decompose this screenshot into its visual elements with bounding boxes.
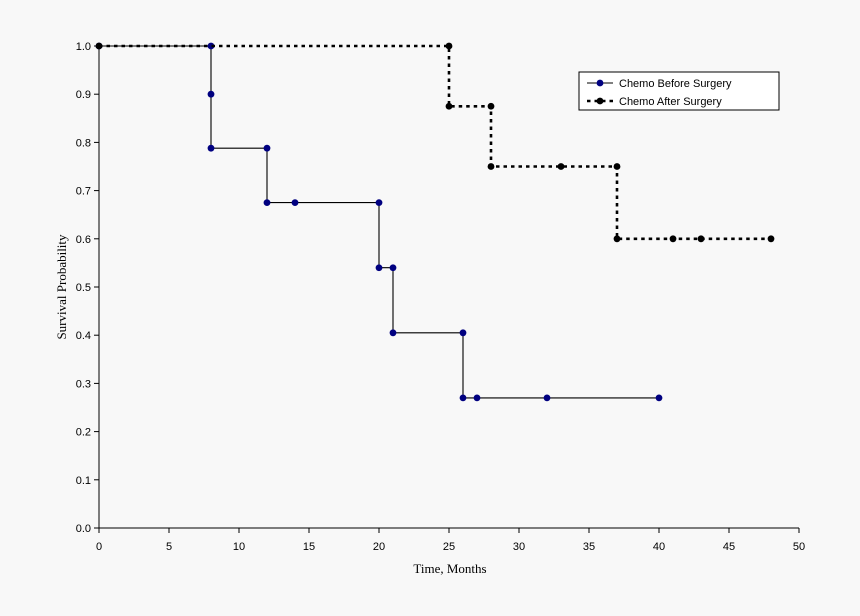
- data-point: [207, 42, 215, 50]
- data-point: [613, 235, 621, 243]
- data-point: [445, 42, 453, 50]
- data-point: [445, 102, 453, 110]
- data-point: [767, 235, 775, 243]
- x-tick-label: 40: [653, 541, 665, 553]
- y-tick-label: 0.8: [76, 137, 91, 149]
- data-point: [697, 235, 705, 243]
- data-point: [487, 163, 495, 170]
- x-axis-title: Time, Months: [413, 561, 486, 576]
- x-tick-label: 20: [373, 541, 385, 553]
- data-point: [263, 144, 271, 152]
- x-tick-label: 45: [723, 541, 735, 553]
- data-point: [375, 199, 383, 207]
- legend-label: Chemo Before Surgery: [619, 78, 732, 90]
- data-point: [459, 329, 467, 337]
- series-1: [95, 42, 663, 402]
- data-point: [263, 199, 271, 207]
- y-tick-label: 0.0: [76, 523, 91, 535]
- x-tick-label: 15: [303, 541, 315, 553]
- series-line: [99, 44, 771, 241]
- data-point: [669, 235, 677, 243]
- series-2: [95, 42, 775, 243]
- data-point: [487, 102, 495, 110]
- legend: Chemo Before Surgery Chemo After Surgery: [578, 71, 780, 111]
- series-layer: [95, 42, 775, 402]
- x-tick-label: 0: [96, 541, 102, 553]
- y-tick-label: 1.0: [76, 41, 91, 53]
- data-point: [613, 163, 621, 170]
- y-tick-label: 0.7: [76, 186, 91, 198]
- x-tick-label: 50: [793, 541, 805, 553]
- data-point: [375, 264, 383, 272]
- data-point: [389, 264, 397, 272]
- data-point: [207, 90, 215, 98]
- y-tick-label: 0.9: [76, 89, 91, 101]
- legend-marker: [596, 97, 604, 105]
- y-tick-label: 0.2: [76, 427, 91, 439]
- y-tick-label: 0.6: [76, 234, 91, 246]
- axes: 0 5 10 15 20 25 30 35 40 45 50 0.0 0.1 0.2 0.3 0.4 0.5 0.…: [76, 41, 805, 553]
- y-tick-label: 0.1: [76, 475, 91, 487]
- y-tick-label: 0.5: [76, 282, 91, 294]
- data-point: [543, 394, 551, 402]
- data-point: [473, 394, 481, 402]
- x-tick-label: 10: [233, 541, 245, 553]
- x-tick-label: 35: [583, 541, 595, 553]
- data-point: [389, 329, 397, 337]
- data-point: [291, 199, 299, 207]
- data-point: [459, 394, 467, 402]
- y-axis-title: Survival Probability: [54, 234, 69, 340]
- data-point: [655, 394, 663, 402]
- x-tick-label: 5: [166, 541, 172, 553]
- y-tick-label: 0.4: [76, 330, 91, 342]
- series-line: [99, 45, 659, 399]
- legend-label: Chemo After Surgery: [619, 96, 722, 108]
- y-tick-label: 0.3: [76, 378, 91, 390]
- x-tick-label: 30: [513, 541, 525, 553]
- legend-marker: [596, 79, 604, 87]
- data-point: [557, 163, 565, 170]
- legend-box: [578, 71, 780, 111]
- x-tick-label: 25: [443, 541, 455, 553]
- data-point: [207, 144, 215, 152]
- data-point: [95, 42, 103, 50]
